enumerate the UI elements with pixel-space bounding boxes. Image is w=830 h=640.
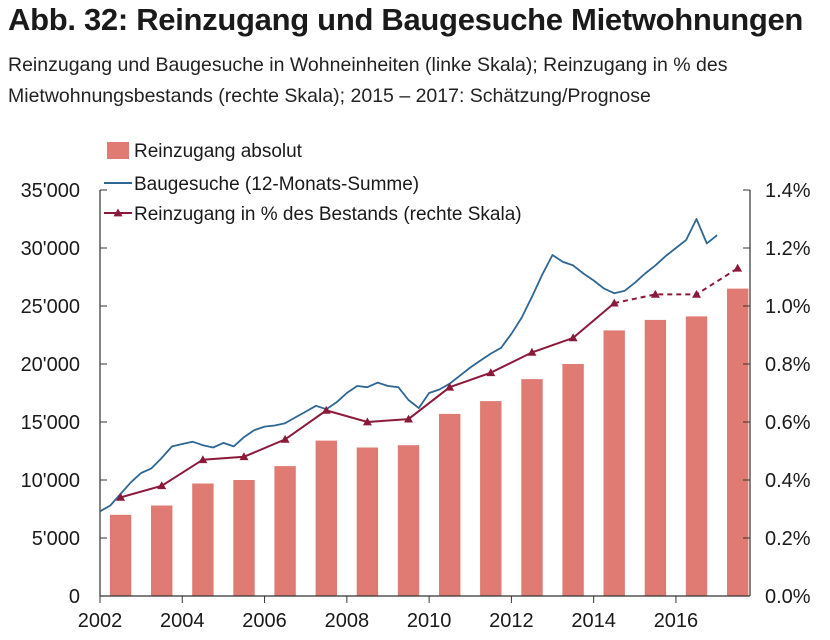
line-reinzugang-pct-forecast: [613, 267, 739, 305]
x-tick-label: 2004: [160, 610, 205, 632]
marker-reinzugang-pct: [568, 333, 578, 342]
bar-reinzugang: [644, 319, 667, 596]
marker-reinzugang-pct: [280, 434, 290, 443]
legend-swatch-bars: [107, 142, 129, 159]
x-tick-label: 2002: [78, 610, 123, 632]
bar-reinzugang: [274, 466, 296, 596]
x-tick-label: 2012: [489, 610, 534, 632]
line-baugesuche: [99, 218, 718, 513]
bars-layer: [109, 288, 749, 596]
marker-reinzugang-pct: [733, 263, 743, 272]
y-right-tick-label: 1.0%: [765, 296, 811, 318]
x-tick-label: 2014: [571, 610, 616, 632]
y-right-tick-label: 0.0%: [765, 586, 811, 608]
bar-reinzugang: [727, 288, 749, 596]
legend-label-bars: Reinzugang absolut: [134, 141, 303, 162]
marker-reinzugang-pct: [239, 452, 249, 461]
axes-layer: 0 5'000 10'000 15'000 20'000 25'000 30'000 35'0…: [21, 180, 811, 632]
bar-reinzugang: [521, 379, 543, 596]
marker-reinzugang-pct: [527, 347, 537, 356]
bar-reinzugang: [685, 316, 708, 596]
marker-reinzugang-pct: [692, 289, 702, 298]
y-right-tick-label: 0.6%: [765, 412, 811, 434]
bar-reinzugang: [192, 483, 214, 596]
bar-reinzugang: [356, 447, 379, 596]
marker-reinzugang-pct: [321, 405, 331, 414]
legend-label-pct: Reinzugang in % des Bestands (rechte Ska…: [134, 204, 522, 225]
marker-reinzugang-pct: [445, 382, 455, 391]
legend-marker-pct: [113, 208, 123, 217]
bar-reinzugang: [397, 445, 420, 596]
bar-reinzugang: [109, 514, 132, 596]
marker-reinzugang-pct: [362, 417, 372, 426]
y-left-tick-label: 0: [69, 586, 80, 608]
y-left-tick-label: 10'000: [21, 470, 80, 492]
y-left-tick-label: 30'000: [21, 238, 80, 260]
bar-reinzugang: [480, 401, 502, 596]
y-right-tick-label: 0.4%: [765, 470, 811, 492]
bar-reinzugang: [151, 505, 173, 596]
chart-title: Abb. 32: Reinzugang und Baugesuche Mietw…: [8, 2, 804, 37]
legend-label-line: Baugesuche (12-Monats-Summe): [134, 174, 419, 195]
lines-layer: [99, 218, 743, 513]
marker-reinzugang-pct: [609, 298, 619, 307]
y-left-tick-label: 25'000: [21, 296, 80, 318]
bar-reinzugang: [233, 480, 255, 596]
chart-subtitle: Reinzugang und Baugesuche in Wohneinheit…: [8, 54, 728, 107]
bar-reinzugang: [315, 440, 337, 596]
x-tick-label: 2008: [325, 610, 370, 632]
x-tick-label: 2006: [242, 610, 287, 632]
y-right-tick-label: 1.4%: [765, 180, 811, 202]
y-left-tick-label: 35'000: [21, 180, 80, 202]
bar-reinzugang: [603, 330, 625, 596]
x-tick-label: 2016: [654, 610, 699, 632]
y-right-tick-label: 0.2%: [765, 528, 811, 550]
marker-reinzugang-pct: [157, 481, 167, 490]
x-tick-label: 2010: [407, 610, 452, 632]
marker-reinzugang-pct: [404, 414, 414, 423]
marker-reinzugang-pct: [116, 492, 126, 501]
marker-reinzugang-pct: [198, 455, 208, 464]
y-left-tick-label: 5'000: [32, 528, 80, 550]
y-right-tick-label: 1.2%: [765, 238, 811, 260]
legend: Reinzugang absolut Baugesuche (12-Monats-…: [104, 141, 522, 225]
y-left-tick-label: 20'000: [21, 354, 80, 376]
y-right-tick-label: 0.8%: [765, 354, 811, 376]
marker-reinzugang-pct: [486, 368, 496, 377]
marker-reinzugang-pct: [650, 289, 660, 298]
bar-reinzugang: [562, 364, 584, 596]
y-left-tick-label: 15'000: [21, 412, 80, 434]
bar-reinzugang: [439, 413, 461, 596]
